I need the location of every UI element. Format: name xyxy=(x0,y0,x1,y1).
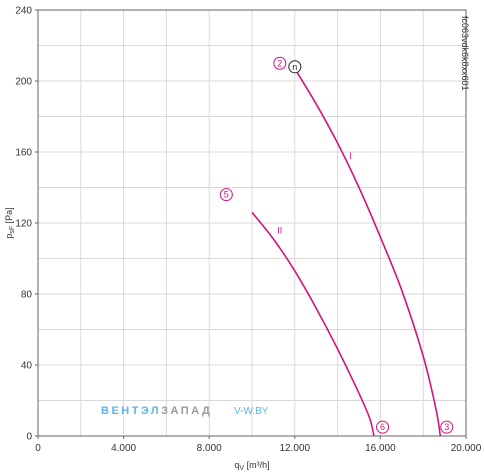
grid xyxy=(38,10,466,436)
y-tick-label: 240 xyxy=(15,6,32,17)
marker-circle xyxy=(376,420,390,434)
y-tick-label: 160 xyxy=(15,148,32,159)
series: III xyxy=(251,68,442,437)
model-code: fc063vdk6k8xx601 xyxy=(460,16,470,91)
marker-label: 3 xyxy=(444,422,449,432)
x-axis-title-main: q xyxy=(234,460,239,470)
x-tick-label: 20.000 xyxy=(451,443,482,454)
x-axis-title: qV [m³/h] xyxy=(234,460,269,472)
y-tick-label: 120 xyxy=(15,219,32,230)
marker-circle xyxy=(219,188,233,202)
series-label-1: I xyxy=(349,151,352,161)
x-tick-label: 8.000 xyxy=(197,443,222,454)
watermark-site: V-W.BY xyxy=(234,406,269,417)
tick-labels: 0 4.000 8.000 12.000 16.000 20.000 0 40 80 120 160… xyxy=(15,6,481,455)
y-axis-title-unit: [Pa] xyxy=(4,207,14,226)
marker-circle xyxy=(440,420,454,434)
y-tick-label: 0 xyxy=(26,432,32,443)
y-tick-label: 40 xyxy=(21,361,33,372)
marker-circle xyxy=(273,56,287,70)
y-axis-title-sub: sF xyxy=(9,226,16,234)
series-curve-1 xyxy=(294,68,442,437)
watermark-brand-part2: ЗАПАД xyxy=(161,405,212,417)
axis-titles: qV [m³/h] psF [Pa] fc063vdk6k8xx601 xyxy=(4,16,470,472)
marker-label: n xyxy=(292,62,297,72)
x-tick-label: 4.000 xyxy=(111,443,136,454)
x-tick-label: 0 xyxy=(35,443,41,454)
marker-label: 5 xyxy=(224,190,229,200)
marker-circle xyxy=(288,60,302,74)
series-curve-2 xyxy=(251,211,375,437)
series-label-2: II xyxy=(277,226,282,236)
y-tick-label: 200 xyxy=(15,77,32,88)
x-tick-label: 16.000 xyxy=(365,443,396,454)
watermark-brand-part1: ВЕНТЭЛ xyxy=(101,405,161,417)
markers: 2 n 5 6 3 xyxy=(219,56,454,434)
marker-label: 2 xyxy=(277,58,282,68)
y-axis-title-main: p xyxy=(4,234,14,239)
x-tick-label: 12.000 xyxy=(280,443,311,454)
watermark-brand: ВЕНТЭЛЗАПАД xyxy=(101,405,212,417)
marker-label: 6 xyxy=(380,422,385,432)
x-axis-title-unit: [m³/h] xyxy=(244,460,270,470)
x-axis-title-sub: V xyxy=(239,465,244,472)
y-tick-label: 80 xyxy=(21,290,33,301)
watermark: ВЕНТЭЛЗАПАД V-W.BY xyxy=(101,405,269,417)
y-axis-title: psF [Pa] xyxy=(4,207,16,238)
